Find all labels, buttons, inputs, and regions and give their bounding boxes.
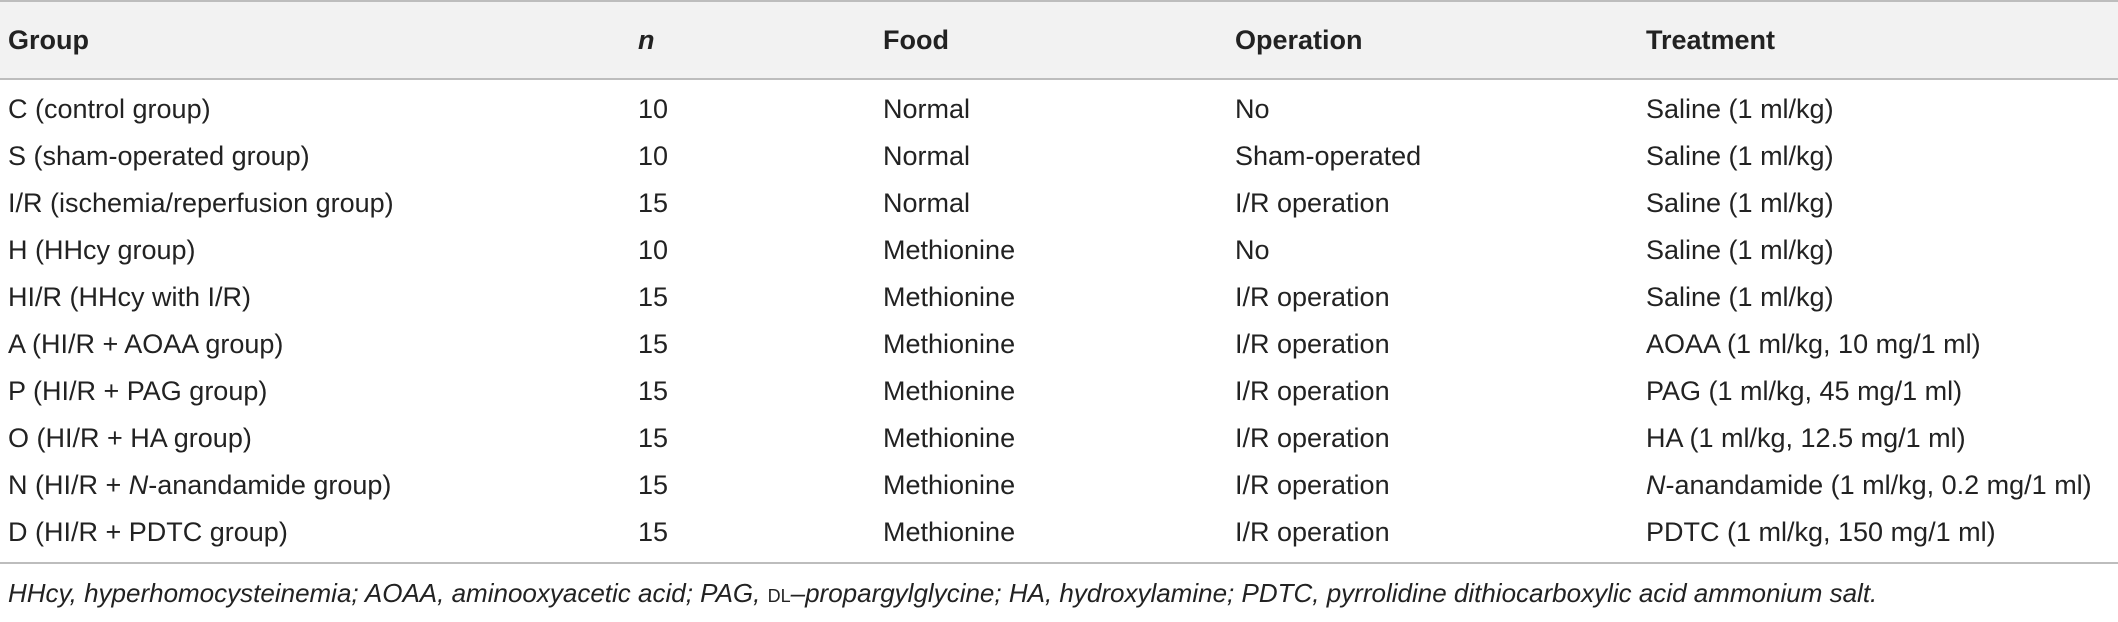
table-row: H (HHcy group) 10 Methionine No Saline (…: [0, 227, 2118, 274]
table-row: I/R (ischemia/reperfusion group) 15 Norm…: [0, 180, 2118, 227]
table-row: S (sham-operated group) 10 Normal Sham-o…: [0, 133, 2118, 180]
header-operation: Operation: [1235, 24, 1363, 55]
footnote-smallcaps: DL: [767, 578, 791, 608]
cell-operation: No: [1235, 235, 1270, 265]
cell-food: Methionine: [883, 376, 1016, 406]
cell-group: N (HI/R + N-anandamide group): [0, 462, 630, 509]
table-row: HI/R (HHcy with I/R) 15 Methionine I/R o…: [0, 274, 2118, 321]
cell-food: Methionine: [883, 329, 1016, 359]
table-row: N (HI/R + N-anandamide group) 15 Methion…: [0, 462, 2118, 509]
table-row: A (HI/R + AOAA group) 15 Methionine I/R …: [0, 321, 2118, 368]
header-row: Group n Food Operation Treatment: [0, 1, 2118, 79]
cell-group: HI/R (HHcy with I/R): [8, 282, 251, 312]
cell-n: 15: [638, 376, 669, 406]
cell-group: C (control group): [8, 94, 211, 124]
cell-operation: I/R operation: [1235, 470, 1390, 500]
cell-operation: I/R operation: [1235, 517, 1390, 547]
cell-group-suffix: -anandamide group): [148, 470, 392, 500]
cell-treatment: Saline (1 ml/kg): [1646, 141, 1834, 171]
header-group: Group: [8, 24, 89, 55]
cell-treatment: PAG (1 ml/kg, 45 mg/1 ml): [1646, 376, 1963, 406]
table-row: O (HI/R + HA group) 15 Methionine I/R op…: [0, 415, 2118, 462]
cell-food: Normal: [883, 94, 971, 124]
table-row: C (control group) 10 Normal No Saline (1…: [0, 79, 2118, 133]
cell-operation: I/R operation: [1235, 282, 1390, 312]
table-header: Group n Food Operation Treatment: [0, 1, 2118, 79]
cell-group: D (HI/R + PDTC group): [8, 517, 288, 547]
cell-operation: I/R operation: [1235, 376, 1390, 406]
cell-operation: I/R operation: [1235, 329, 1390, 359]
cell-treatment: AOAA (1 ml/kg, 10 mg/1 ml): [1646, 329, 1981, 359]
cell-food: Methionine: [883, 517, 1016, 547]
footnote-part1: HHcy, hyperhomocysteinemia; AOAA, aminoo…: [8, 578, 768, 608]
groups-table: Group n Food Operation Treatment C (cont…: [0, 1, 2118, 563]
cell-food: Methionine: [883, 282, 1016, 312]
cell-food: Normal: [883, 188, 971, 218]
cell-group: P (HI/R + PAG group): [8, 376, 268, 406]
cell-group: I/R (ischemia/reperfusion group): [8, 188, 394, 218]
cell-treatment: Saline (1 ml/kg): [1646, 94, 1834, 124]
cell-treatment: PDTC (1 ml/kg, 150 mg/1 ml): [1646, 517, 1996, 547]
cell-operation: I/R operation: [1235, 188, 1390, 218]
cell-group: H (HHcy group): [8, 235, 196, 265]
cell-group: S (sham-operated group): [8, 141, 310, 171]
cell-treatment-italic: N: [1646, 470, 1666, 500]
cell-n: 10: [638, 141, 669, 171]
cell-food: Methionine: [883, 423, 1016, 453]
header-treatment: Treatment: [1646, 24, 1776, 55]
cell-n: 15: [638, 517, 669, 547]
cell-treatment-suffix: -anandamide (1 ml/kg, 0.2 mg/1 ml): [1665, 470, 2092, 500]
cell-n: 15: [638, 423, 669, 453]
cell-n: 15: [638, 188, 669, 218]
cell-group: A (HI/R + AOAA group): [8, 329, 284, 359]
table-body: C (control group) 10 Normal No Saline (1…: [0, 79, 2118, 563]
cell-food: Methionine: [883, 235, 1016, 265]
cell-n: 15: [638, 470, 669, 500]
table-row: P (HI/R + PAG group) 15 Methionine I/R o…: [0, 368, 2118, 415]
cell-n: 15: [638, 282, 669, 312]
cell-treatment: N-anandamide (1 ml/kg, 0.2 mg/1 ml): [1638, 462, 2118, 509]
cell-operation: I/R operation: [1235, 423, 1390, 453]
cell-n: 15: [638, 329, 669, 359]
header-n: n: [638, 24, 655, 55]
cell-operation: No: [1235, 94, 1270, 124]
header-food: Food: [883, 24, 949, 55]
cell-operation: Sham-operated: [1235, 141, 1422, 171]
cell-treatment: Saline (1 ml/kg): [1646, 282, 1834, 312]
cell-n: 10: [638, 235, 669, 265]
cell-treatment: HA (1 ml/kg, 12.5 mg/1 ml): [1646, 423, 1966, 453]
footnote-part2: –propargylglycine; HA, hydroxylamine; PD…: [790, 578, 1878, 608]
table-footnote: HHcy, hyperhomocysteinemia; AOAA, aminoo…: [8, 578, 1877, 609]
data-table-container: Group n Food Operation Treatment C (cont…: [0, 1, 2118, 563]
cell-group-italic: N: [128, 470, 149, 500]
cell-group: O (HI/R + HA group): [8, 423, 252, 453]
cell-group-prefix: N (HI/R +: [8, 470, 129, 500]
cell-n: 10: [638, 94, 669, 124]
cell-food: Normal: [883, 141, 971, 171]
table-row: D (HI/R + PDTC group) 15 Methionine I/R …: [0, 509, 2118, 563]
cell-food: Methionine: [883, 470, 1016, 500]
cell-treatment: Saline (1 ml/kg): [1646, 188, 1834, 218]
cell-treatment: Saline (1 ml/kg): [1646, 235, 1834, 265]
